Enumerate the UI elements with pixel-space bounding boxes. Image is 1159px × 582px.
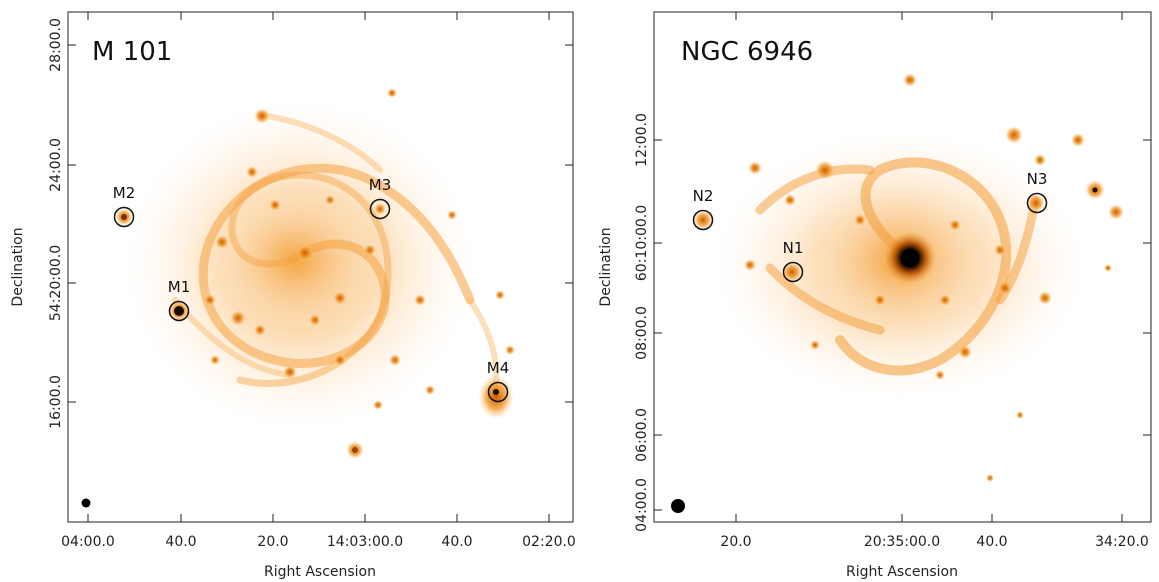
ngc6946-y-axis-title: Declination <box>598 227 614 306</box>
ngc6946-x-tick-label: 34:20.0 <box>1095 534 1149 550</box>
panel-m101: M1 M2 M3 M4 M 101 04:00.0 40.0 20.0 14:0… <box>10 11 576 580</box>
m101-x-axis-title: Right Ascension <box>264 564 376 580</box>
m101-image <box>68 12 573 522</box>
m101-title: M 101 <box>92 37 172 67</box>
source-label: N2 <box>693 187 714 205</box>
m101-x-tick-label: 14:03:00.0 <box>327 534 403 550</box>
m101-x-tick-label: 02:20.0 <box>522 534 576 550</box>
source-label: M1 <box>168 278 191 296</box>
m101-y-tick-label: 16:00.0 <box>48 375 64 429</box>
ngc6946-title: NGC 6946 <box>681 37 813 67</box>
m101-x-tick-label: 40.0 <box>441 534 472 550</box>
m101-x-tick-label: 04:00.0 <box>61 534 115 550</box>
m101-source-m2: M2 <box>113 184 136 228</box>
m101-y-axis-title: Declination <box>10 227 26 306</box>
ngc6946-x-tick-label: 20.0 <box>720 534 751 550</box>
ngc6946-ticks <box>654 12 1151 522</box>
ngc6946-x-axis-title: Right Ascension <box>846 564 958 580</box>
ngc6946-x-tick-label: 40.0 <box>976 534 1007 550</box>
ngc6946-y-tick-label: 08:00.0 <box>634 306 650 360</box>
ngc6946-y-tick-label: 12:00.0 <box>634 113 650 167</box>
m101-frame <box>67 11 574 523</box>
ngc6946-y-tick-label: 06:00.0 <box>634 408 650 462</box>
m101-y-tick-label: 24:00.0 <box>48 138 64 192</box>
m101-y-tick-label: 54:20:00.0 <box>48 245 64 321</box>
source-label: N3 <box>1027 170 1048 188</box>
source-label: M4 <box>487 359 510 377</box>
ngc6946-image <box>654 12 1151 522</box>
m101-beam-marker <box>81 498 91 508</box>
ngc6946-source-n1: N1 <box>783 239 804 283</box>
source-label: M2 <box>113 184 136 202</box>
ngc6946-source-n3: N3 <box>1027 170 1048 214</box>
ngc6946-beam-marker <box>671 499 685 513</box>
source-label: M3 <box>369 176 392 194</box>
m101-source-m3: M3 <box>369 176 392 220</box>
m101-x-tick-label: 20.0 <box>257 534 288 550</box>
source-label: N1 <box>783 239 804 257</box>
ngc6946-x-tick-label: 20:35:00.0 <box>864 534 940 550</box>
m101-y-tick-label: 28:00.0 <box>48 18 64 72</box>
ngc6946-y-tick-label: 60:10:00.0 <box>634 205 650 281</box>
panel-ngc6946: N1 N2 N3 NGC 6946 20.0 20:35:00.0 40.0 3… <box>598 11 1152 580</box>
m101-x-tick-label: 40.0 <box>165 534 196 550</box>
ngc6946-y-tick-label: 04:00.0 <box>634 478 650 532</box>
m101-source-m1: M1 <box>168 278 191 322</box>
m101-source-m4: M4 <box>487 359 510 403</box>
ngc6946-source-n2: N2 <box>693 187 714 231</box>
m101-ticks <box>68 12 573 522</box>
